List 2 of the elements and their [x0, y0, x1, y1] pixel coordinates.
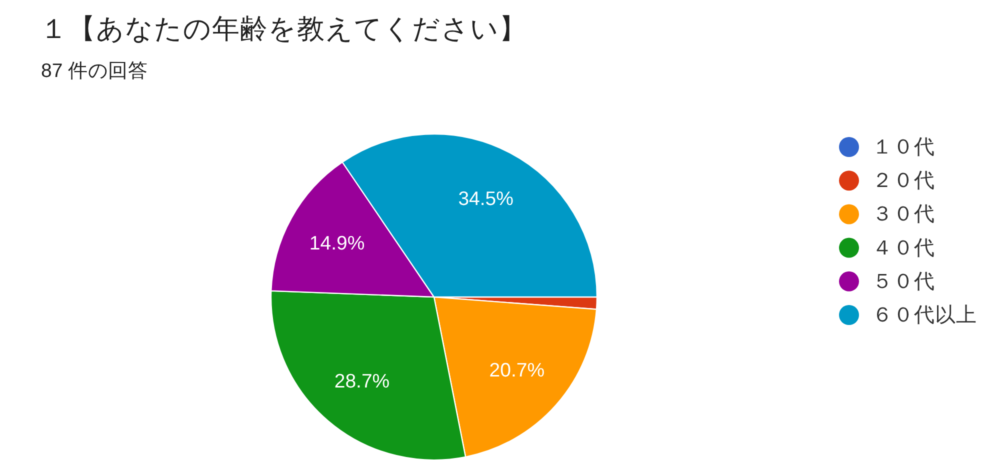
title: １【あなたの年齢を教えてください】 [40, 13, 527, 44]
subtitle: 87 件の回答 [41, 60, 148, 82]
